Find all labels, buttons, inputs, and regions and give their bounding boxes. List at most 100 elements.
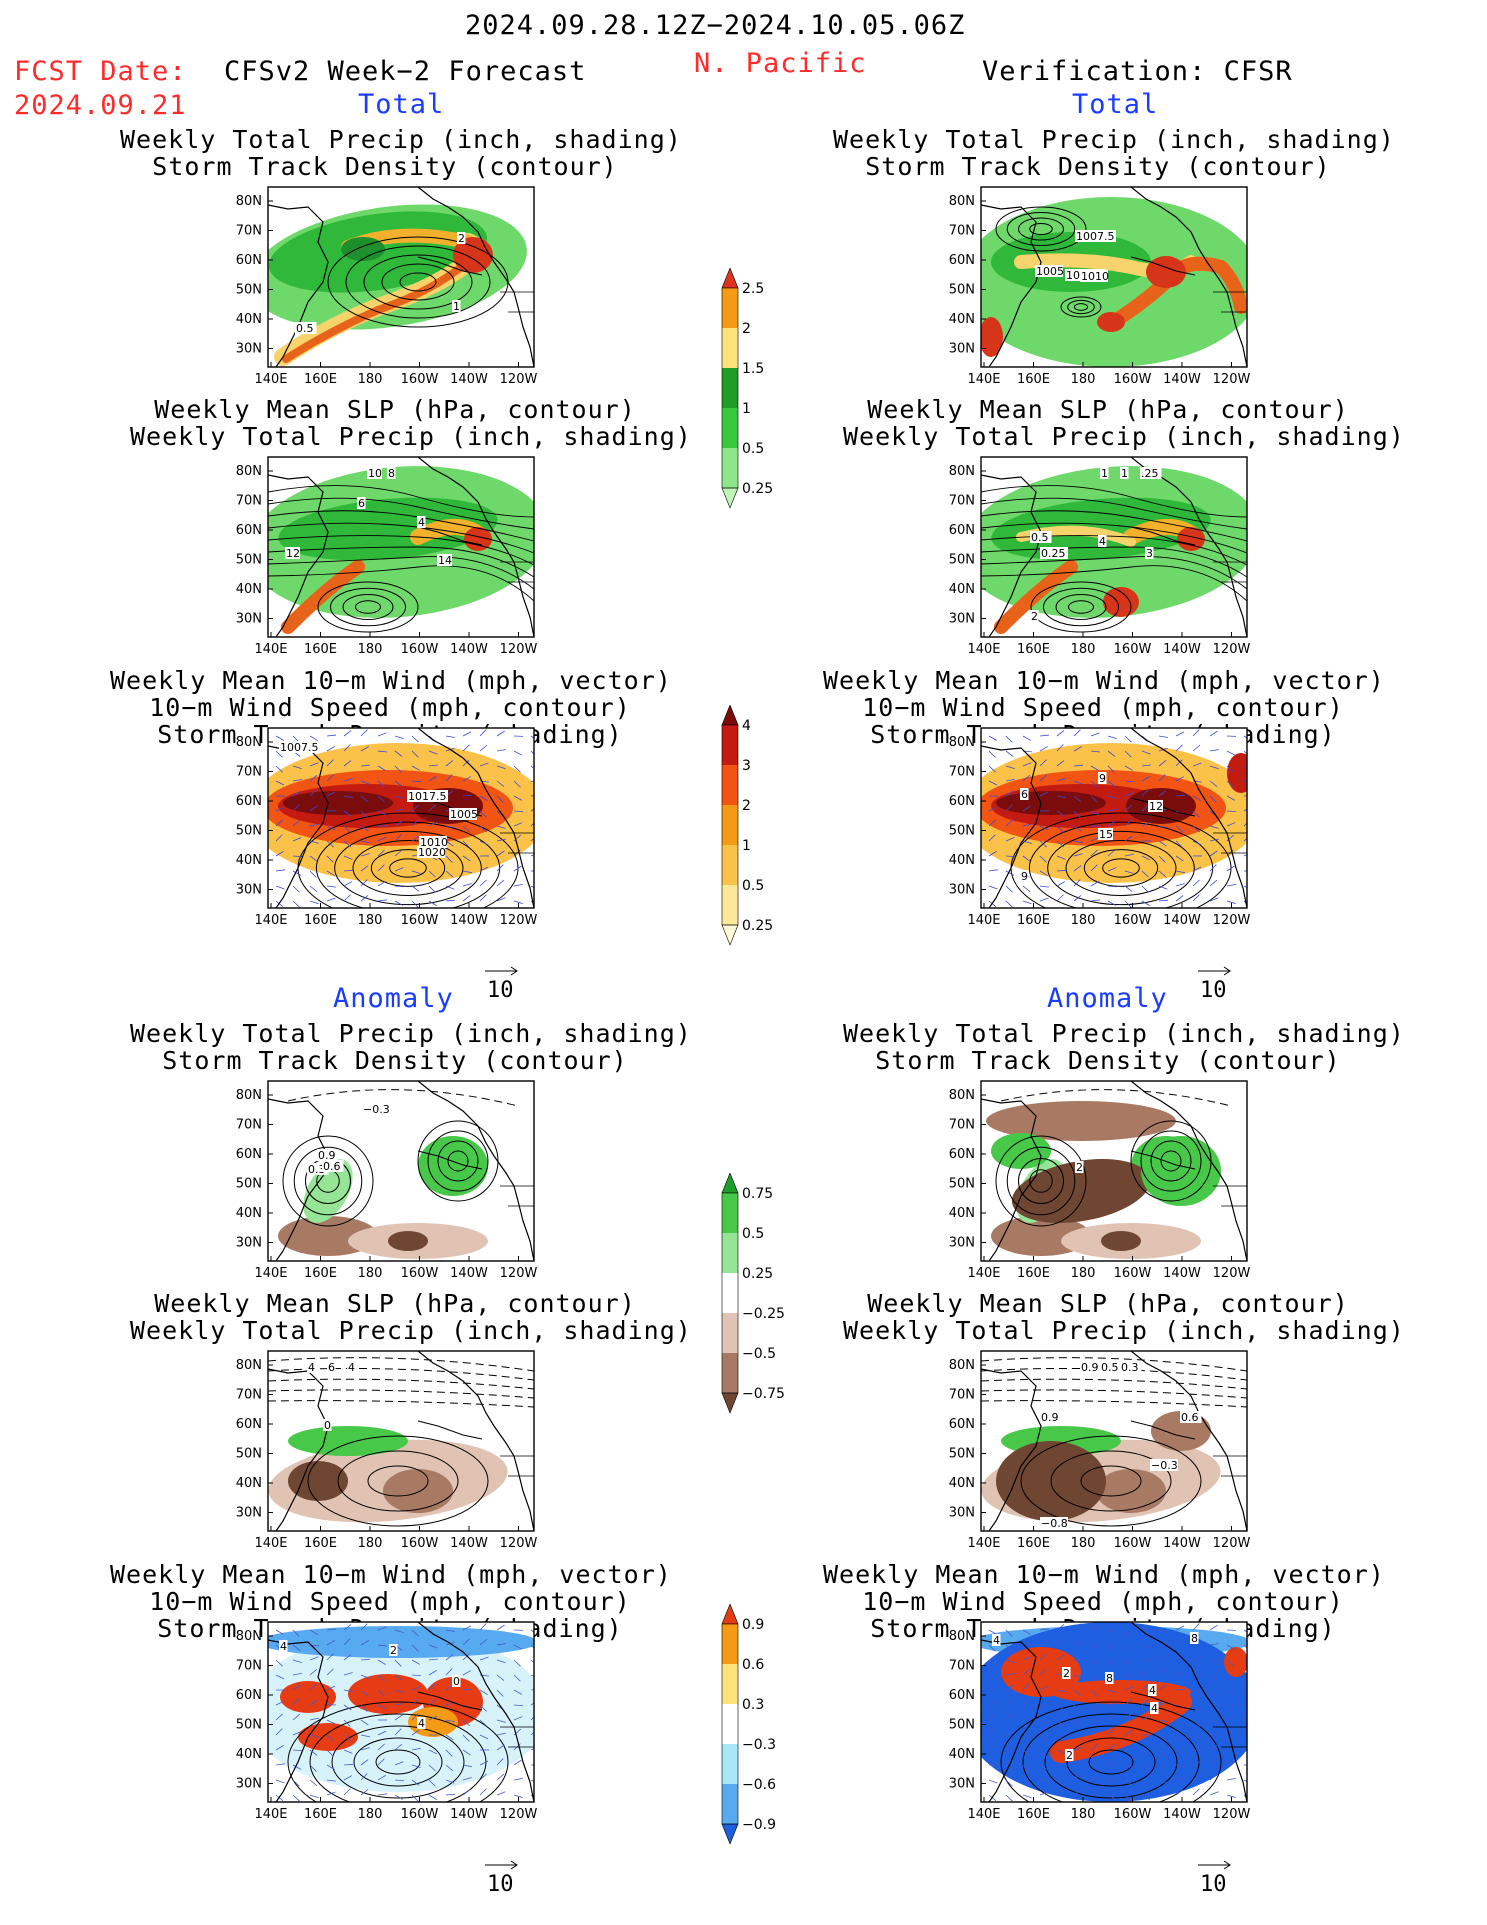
contour-label-bg — [1145, 547, 1154, 559]
coastline — [1130, 187, 1247, 367]
wind-vector — [496, 1719, 506, 1723]
wind-vector — [1141, 821, 1151, 827]
wind-vector — [1022, 735, 1031, 741]
wind-vector — [1192, 840, 1202, 846]
section-total-left: Total — [358, 89, 445, 120]
wind-vector — [1243, 822, 1247, 827]
wind-vector — [1056, 1638, 1064, 1646]
wind-vector — [988, 765, 996, 773]
lon-tick-label: 120W — [1213, 913, 1251, 928]
wind-vector — [411, 765, 421, 771]
wind-vector — [513, 1716, 523, 1721]
wind-vector — [1124, 735, 1132, 743]
wind-vector — [309, 823, 319, 827]
wind-vector — [1209, 1732, 1219, 1736]
wind-vector — [394, 849, 403, 857]
lon-tick-label: 160E — [304, 1807, 337, 1822]
wind-vector — [445, 1779, 455, 1784]
wind-vector — [360, 879, 368, 887]
map-frame — [980, 1350, 1248, 1532]
contour-label: 0.5 — [296, 322, 314, 335]
wind-vector — [496, 864, 504, 872]
wind-vector — [496, 780, 505, 787]
wind-vector — [1022, 1699, 1031, 1706]
contour-label-bg — [437, 554, 452, 566]
wind-vector — [513, 750, 523, 756]
wind-vector — [360, 1719, 369, 1726]
wind-vector — [1226, 1689, 1236, 1695]
wind-vector — [1090, 1626, 1100, 1631]
lat-tick-label: 50N — [236, 1718, 262, 1733]
wind-vector — [445, 840, 454, 847]
wind-vector — [1209, 1758, 1217, 1766]
wind-vector — [445, 735, 455, 738]
wind-vector — [1209, 897, 1219, 902]
title-line: Weekly Total Precip (inch, shading) — [130, 1019, 692, 1048]
map-svg: 0.5 0.25 4 3 2 1 1 .25 80N 70N 60N 50N 40N 30N 140E 160… — [949, 456, 1250, 657]
wind-vector — [1158, 1654, 1167, 1661]
coastline — [268, 204, 329, 367]
contour-label-bg — [1098, 828, 1113, 840]
contour-line — [1150, 1140, 1192, 1182]
wind-vector — [1158, 1764, 1167, 1772]
wind-vector — [1005, 778, 1015, 782]
shading-region — [268, 1626, 534, 1658]
contour-line — [981, 1400, 1247, 1408]
wind-vector — [479, 795, 488, 802]
wind-vector — [428, 1794, 437, 1800]
contour-line — [1029, 1169, 1053, 1193]
lat-tick-label: 80N — [949, 1358, 975, 1373]
contour-label-bg — [1035, 265, 1063, 277]
wind-vector — [309, 900, 319, 905]
wind-vector — [479, 1788, 487, 1796]
wind-vector — [292, 1749, 303, 1752]
colorbar-segment — [722, 328, 738, 368]
lon-tick-label: 120W — [500, 913, 538, 928]
title-fcst-total-precip: Weekly Total Precip (inch, shading) Stor… — [120, 126, 681, 180]
contour-label-bg — [279, 741, 320, 753]
wind-vector — [411, 1629, 419, 1637]
title-line: Storm Track Density (contour) — [865, 152, 1331, 181]
wind-vector — [360, 853, 370, 857]
wind-vector — [1022, 1668, 1031, 1676]
title-line: Weekly Total Precip (inch, shading) — [843, 1316, 1405, 1345]
contour-label-bg — [347, 1361, 356, 1373]
map-panel-fcst-total-wind: 6 4 12 14 10 8 80N 70N 60N 50N 40N 30N 140E 160E 180 16… — [218, 449, 554, 669]
contour-line — [981, 535, 1247, 566]
map-svg: 4 8 2 8 4 4 2 80N 70N 60N 50N 40N 30N 140E 160E 180 160W… — [949, 1621, 1250, 1822]
contour-label-bg — [1020, 870, 1029, 882]
wind-vector — [1192, 1773, 1200, 1781]
wind-vector — [513, 1794, 523, 1798]
shading-band — [282, 259, 470, 363]
coastline — [981, 1098, 1042, 1261]
wind-vector — [496, 1791, 506, 1796]
wind-vector — [1073, 1658, 1083, 1661]
wind-vector — [1124, 1698, 1133, 1706]
contour-label-bg — [1040, 1517, 1068, 1529]
wind-vector — [1158, 1779, 1168, 1784]
wind-vector — [445, 1734, 454, 1741]
wind-vector — [445, 774, 453, 782]
contour-line — [331, 1725, 465, 1799]
wind-vector — [479, 744, 488, 752]
contour-label-bg — [1098, 535, 1107, 547]
wind-vector — [1090, 780, 1098, 788]
colorbar-segment — [722, 288, 738, 328]
wind-vector — [1141, 1715, 1151, 1721]
wind-vector — [1226, 865, 1235, 872]
wind-vector — [530, 780, 534, 783]
wind-vector — [326, 791, 336, 797]
lat-tick-label: 80N — [949, 1088, 975, 1103]
wind-vector — [462, 1749, 471, 1756]
wind-vector — [462, 1638, 470, 1646]
colorbar-label: 0.25 — [742, 1266, 773, 1282]
lon-tick-label: 160W — [1114, 642, 1152, 657]
wind-vector — [1158, 1719, 1168, 1723]
contour-line — [355, 600, 381, 614]
wind-vector — [326, 1640, 335, 1646]
wind-vector — [530, 750, 534, 755]
contour-line — [981, 565, 1247, 602]
lon-tick-label: 140E — [967, 1266, 1000, 1281]
coastline — [1130, 1150, 1196, 1170]
wind-vector — [462, 825, 471, 833]
